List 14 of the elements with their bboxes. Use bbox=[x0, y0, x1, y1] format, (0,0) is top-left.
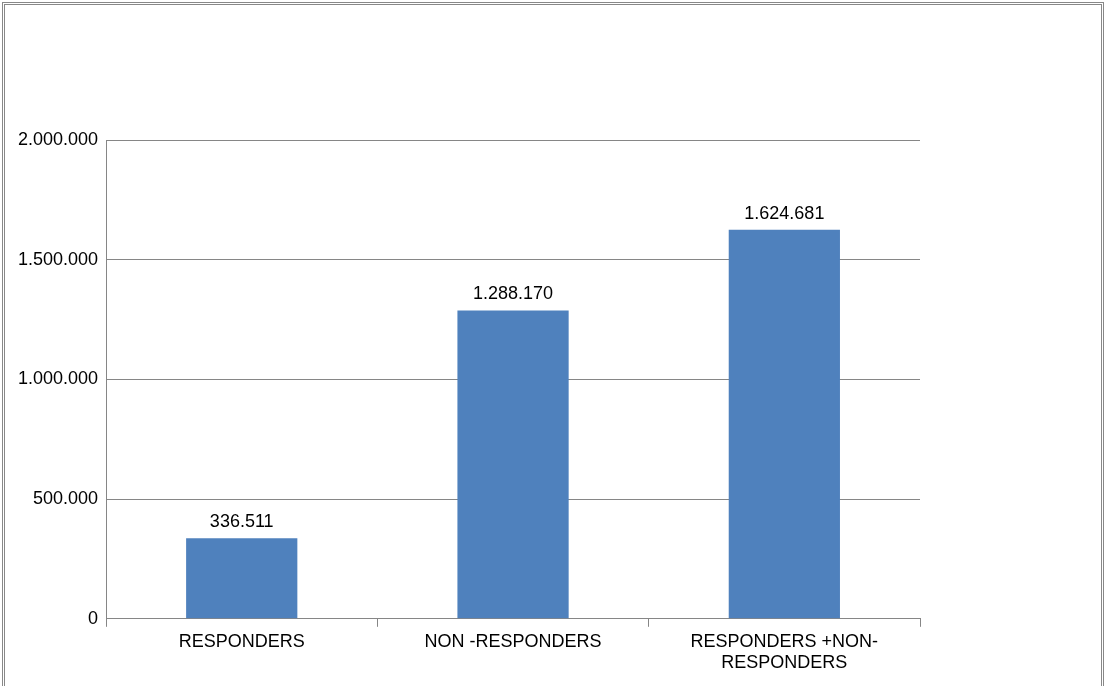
bar bbox=[457, 310, 569, 619]
y-tick-label: 0 bbox=[88, 607, 99, 628]
y-tick-label: 2.000.000 bbox=[18, 128, 99, 149]
bar bbox=[186, 538, 298, 619]
data-label: 336.511 bbox=[209, 511, 274, 532]
data-label: 1.624.681 bbox=[744, 202, 825, 223]
x-tick-label: NON -RESPONDERS bbox=[424, 630, 602, 651]
y-tick-label: 500.000 bbox=[33, 488, 99, 509]
bar bbox=[728, 229, 840, 619]
x-tick-label: RESPONDERS bbox=[178, 630, 305, 651]
y-tick-label: 1.000.000 bbox=[18, 368, 99, 389]
data-label: 1.288.170 bbox=[473, 283, 554, 304]
y-tick-label: 1.500.000 bbox=[18, 248, 99, 269]
x-tick-label: RESPONDERS +NON-RESPONDERS bbox=[690, 630, 879, 673]
